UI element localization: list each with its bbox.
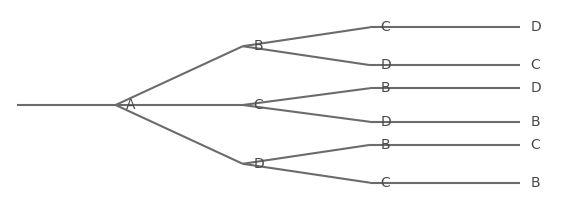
Text: D: D [531,81,542,95]
Text: B: B [380,138,390,152]
Text: C: C [380,176,390,190]
Text: B: B [531,176,540,190]
Text: C: C [531,58,540,72]
Text: B: B [531,115,540,129]
Text: C: C [253,98,263,112]
Text: C: C [380,20,390,34]
Text: C: C [531,138,540,152]
Text: D: D [253,157,264,171]
Text: A: A [126,98,135,112]
Text: B: B [380,81,390,95]
Text: B: B [253,39,263,53]
Text: D: D [380,58,391,72]
Text: D: D [380,115,391,129]
Text: D: D [531,20,542,34]
